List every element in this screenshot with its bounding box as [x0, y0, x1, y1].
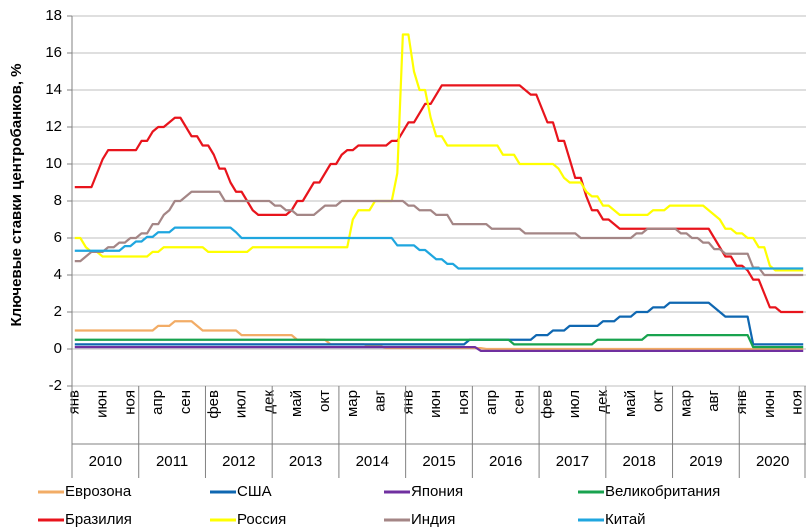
- year-label: 2017: [556, 453, 589, 470]
- y-tick-label: 6: [54, 229, 62, 246]
- y-tick-label: 12: [45, 118, 62, 135]
- x-tick-label: фев: [538, 390, 555, 419]
- x-tick-label: ноя: [789, 390, 806, 415]
- series-line: [74, 84, 804, 314]
- x-tick-label: июн: [427, 390, 444, 418]
- y-tick-label: 0: [54, 340, 62, 357]
- x-tick-label: дек: [594, 390, 611, 414]
- x-tick-label: ноя: [455, 390, 472, 415]
- x-tick-label: фев: [205, 390, 222, 419]
- legend-label: Еврозона: [65, 483, 132, 500]
- x-tick-label: июн: [94, 390, 111, 418]
- x-tick-label: май: [288, 390, 305, 417]
- x-tick-label: авг: [372, 389, 389, 411]
- y-tick-label: 10: [45, 155, 62, 172]
- y-tick-label: 2: [54, 303, 62, 320]
- series-line: [74, 190, 804, 277]
- x-tick-label: май: [622, 390, 639, 417]
- x-tick-label: окт: [650, 390, 667, 412]
- legend-label: Япония: [411, 483, 463, 500]
- legend-label: Бразилия: [65, 511, 132, 528]
- y-tick-label: 18: [45, 7, 62, 24]
- x-tick-label: окт: [316, 390, 333, 412]
- x-tick-label: июл: [233, 390, 250, 418]
- y-tick-label: -2: [49, 377, 62, 394]
- x-tick-label: апр: [483, 390, 500, 415]
- x-tick-label: июн: [761, 390, 778, 418]
- year-label: 2019: [689, 453, 722, 470]
- legend-label: США: [237, 483, 272, 500]
- series-line: [74, 334, 804, 349]
- legend-label: Великобритания: [605, 483, 720, 500]
- x-tick-label: ноя: [121, 390, 138, 415]
- year-label: 2020: [756, 453, 789, 470]
- year-label: 2014: [356, 453, 389, 470]
- y-tick-label: 14: [45, 81, 62, 98]
- legend-label: Китай: [605, 511, 646, 528]
- year-label: 2012: [222, 453, 255, 470]
- x-tick-label: апр: [149, 390, 166, 415]
- legend-label: Индия: [411, 511, 455, 528]
- y-tick-label: 16: [45, 44, 62, 61]
- x-tick-label: сен: [511, 390, 528, 414]
- legend-label: Россия: [237, 511, 286, 528]
- year-label: 2011: [156, 453, 188, 470]
- year-label: 2016: [489, 453, 522, 470]
- series-line: [74, 226, 804, 270]
- x-tick-label: янв: [733, 390, 750, 414]
- x-tick-label: мар: [677, 390, 694, 417]
- x-tick-label: авг: [705, 389, 722, 411]
- x-tick-label: янв: [399, 390, 416, 414]
- x-tick-label: сен: [177, 390, 194, 414]
- series-line: [74, 346, 804, 352]
- year-label: 2010: [89, 453, 122, 470]
- y-axis-label: Ключевые ставки центробанков, %: [8, 64, 25, 327]
- x-tick-label: июл: [566, 390, 583, 418]
- year-label: 2015: [422, 453, 455, 470]
- year-label: 2013: [289, 453, 322, 470]
- year-label: 2018: [622, 453, 655, 470]
- y-tick-label: 4: [54, 266, 62, 283]
- series-line: [74, 301, 804, 346]
- x-tick-label: янв: [66, 390, 83, 414]
- series-line: [74, 33, 804, 272]
- y-tick-label: 8: [54, 192, 62, 209]
- x-tick-label: дек: [260, 390, 277, 414]
- x-tick-label: мар: [344, 390, 361, 417]
